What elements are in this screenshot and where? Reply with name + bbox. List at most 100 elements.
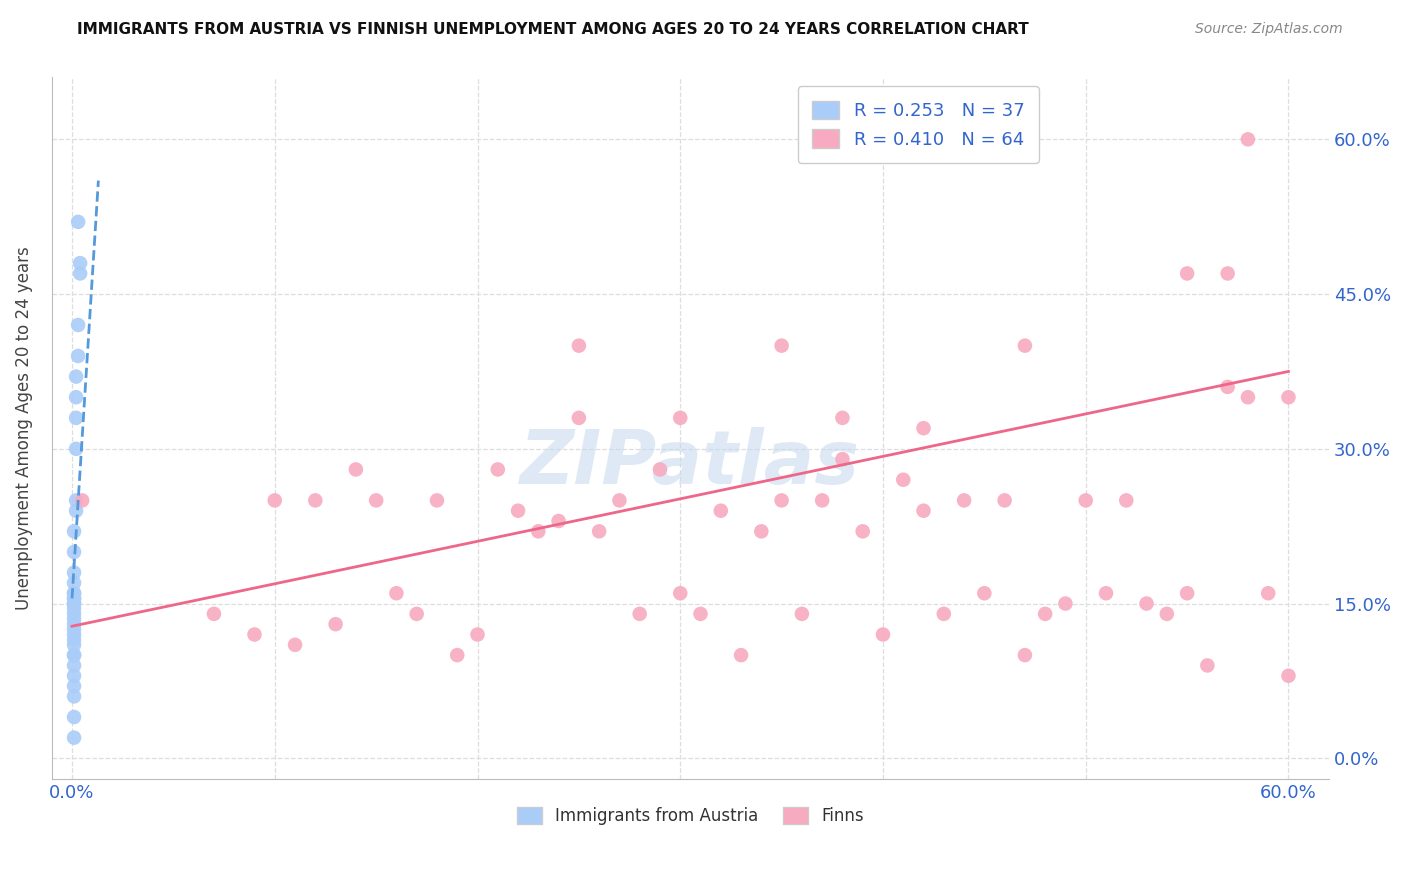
- Point: [689, 607, 711, 621]
- Point: [63, 731, 86, 745]
- Point: [65, 504, 87, 518]
- Point: [385, 586, 408, 600]
- Point: [749, 524, 772, 539]
- Point: [63, 679, 86, 693]
- Point: [63, 648, 86, 662]
- Point: [770, 339, 793, 353]
- Point: [872, 627, 894, 641]
- Point: [568, 339, 591, 353]
- Point: [648, 462, 671, 476]
- Point: [1135, 597, 1157, 611]
- Point: [1115, 493, 1137, 508]
- Point: [67, 215, 90, 229]
- Point: [486, 462, 509, 476]
- Point: [63, 586, 86, 600]
- Point: [547, 514, 569, 528]
- Point: [953, 493, 976, 508]
- Point: [527, 524, 550, 539]
- Point: [912, 421, 935, 435]
- Point: [366, 493, 388, 508]
- Point: [243, 627, 266, 641]
- Point: [1095, 586, 1118, 600]
- Point: [63, 524, 86, 539]
- Point: [63, 586, 86, 600]
- Point: [1054, 597, 1077, 611]
- Point: [973, 586, 995, 600]
- Point: [1014, 339, 1036, 353]
- Point: [852, 524, 875, 539]
- Point: [63, 566, 86, 580]
- Point: [426, 493, 449, 508]
- Text: ZIPatlas: ZIPatlas: [520, 426, 860, 500]
- Point: [63, 601, 86, 615]
- Point: [65, 390, 87, 404]
- Point: [70, 493, 93, 508]
- Point: [446, 648, 468, 662]
- Point: [63, 690, 86, 704]
- Point: [63, 612, 86, 626]
- Point: [790, 607, 813, 621]
- Point: [63, 632, 86, 647]
- Point: [710, 504, 733, 518]
- Point: [63, 623, 86, 637]
- Point: [1074, 493, 1097, 508]
- Point: [67, 318, 90, 332]
- Point: [831, 410, 853, 425]
- Point: [730, 648, 752, 662]
- Point: [811, 493, 834, 508]
- Point: [65, 410, 87, 425]
- Point: [67, 349, 90, 363]
- Legend: Immigrants from Austria, Finns: Immigrants from Austria, Finns: [509, 799, 873, 834]
- Point: [65, 493, 87, 508]
- Point: [63, 648, 86, 662]
- Point: [202, 607, 225, 621]
- Point: [63, 597, 86, 611]
- Point: [63, 710, 86, 724]
- Point: [1175, 267, 1198, 281]
- Point: [669, 586, 692, 600]
- Point: [63, 591, 86, 606]
- Point: [65, 442, 87, 456]
- Point: [325, 617, 347, 632]
- Point: [63, 545, 86, 559]
- Point: [932, 607, 955, 621]
- Point: [609, 493, 631, 508]
- Point: [1014, 648, 1036, 662]
- Point: [467, 627, 489, 641]
- Point: [405, 607, 427, 621]
- Point: [831, 452, 853, 467]
- Point: [1175, 586, 1198, 600]
- Point: [588, 524, 610, 539]
- Point: [69, 256, 91, 270]
- Point: [63, 607, 86, 621]
- Point: [669, 410, 692, 425]
- Text: IMMIGRANTS FROM AUSTRIA VS FINNISH UNEMPLOYMENT AMONG AGES 20 TO 24 YEARS CORREL: IMMIGRANTS FROM AUSTRIA VS FINNISH UNEMP…: [77, 22, 1029, 37]
- Point: [69, 267, 91, 281]
- Text: Source: ZipAtlas.com: Source: ZipAtlas.com: [1195, 22, 1343, 37]
- Point: [263, 493, 285, 508]
- Point: [1237, 390, 1260, 404]
- Point: [891, 473, 914, 487]
- Point: [1216, 380, 1239, 394]
- Point: [1277, 390, 1299, 404]
- Point: [63, 617, 86, 632]
- Point: [1257, 586, 1279, 600]
- Point: [63, 591, 86, 606]
- Y-axis label: Unemployment Among Ages 20 to 24 years: Unemployment Among Ages 20 to 24 years: [15, 246, 32, 610]
- Point: [1156, 607, 1178, 621]
- Point: [568, 410, 591, 425]
- Point: [1216, 267, 1239, 281]
- Point: [284, 638, 307, 652]
- Point: [994, 493, 1017, 508]
- Point: [506, 504, 529, 518]
- Point: [628, 607, 651, 621]
- Point: [912, 504, 935, 518]
- Point: [63, 575, 86, 590]
- Point: [1277, 669, 1299, 683]
- Point: [1197, 658, 1219, 673]
- Point: [63, 669, 86, 683]
- Point: [344, 462, 367, 476]
- Point: [1033, 607, 1056, 621]
- Point: [63, 597, 86, 611]
- Point: [63, 638, 86, 652]
